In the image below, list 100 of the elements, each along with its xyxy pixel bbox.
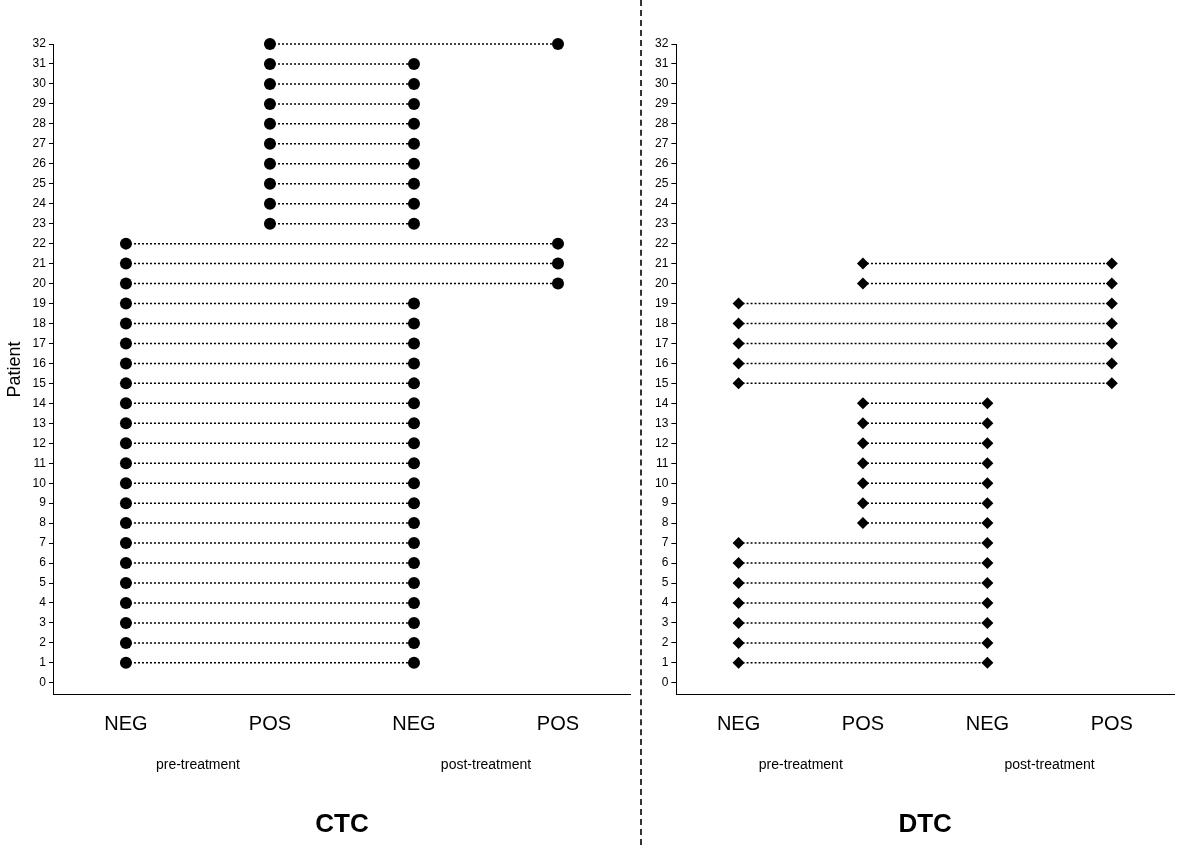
point [981,636,994,649]
y-tick-label: 29 [654,96,669,111]
point [407,297,420,310]
point [1105,317,1118,330]
x-tick-label: POS [248,712,292,735]
point [981,656,994,669]
point [263,197,276,210]
y-tick-label: 19 [32,295,47,310]
y-tick-label: 9 [661,495,669,510]
point [407,97,420,110]
point [119,377,132,390]
point [981,517,994,530]
point [119,237,132,250]
point [1105,377,1118,390]
y-tick-label: 27 [654,136,669,151]
y-tick-label: 18 [32,315,47,330]
point [407,397,420,410]
y-tick-label: 26 [654,156,669,171]
y-tick-label: 27 [32,136,47,151]
y-tick-label: 15 [654,375,669,390]
y-tick-label: 32 [654,36,669,51]
point [981,437,994,450]
y-tick-label: 16 [654,355,669,370]
point [119,297,132,310]
point [856,477,869,490]
point [263,77,276,90]
point [263,217,276,230]
y-tick-label: 20 [32,275,47,290]
point [119,417,132,430]
y-tick-label: 28 [32,116,47,131]
point [407,317,420,330]
y-tick-label: 5 [661,575,669,590]
y-tick-label: 29 [32,96,47,111]
point [119,357,132,370]
point [1105,257,1118,270]
y-tick-label: 30 [654,76,669,91]
point [263,137,276,150]
point [1105,357,1118,370]
point [119,616,132,629]
point [119,636,132,649]
y-tick-label: 15 [32,375,47,390]
point [119,457,132,470]
y-tick-label: 12 [32,435,47,450]
point [732,577,745,590]
x-axis-title: DTC [898,807,953,838]
point [407,557,420,570]
point [407,596,420,609]
point [119,337,132,350]
point [981,497,994,510]
point [263,117,276,130]
y-tick-label: 14 [654,395,669,410]
y-tick-label: 23 [32,215,47,230]
y-tick-label: 2 [661,635,669,650]
y-tick-label: 1 [661,655,669,670]
point [407,77,420,90]
y-tick-label: 22 [32,235,47,250]
point [732,596,745,609]
point [407,457,420,470]
point [732,636,745,649]
y-tick-label: 26 [32,156,47,171]
point [732,656,745,669]
x-axis-title: CTC [315,807,369,838]
x-tick-label: NEG [965,712,1010,735]
point [407,636,420,649]
y-tick-label: 24 [32,196,47,211]
point [856,277,869,290]
point [407,177,420,190]
point [407,337,420,350]
y-tick-label: 31 [654,56,669,71]
point [407,537,420,550]
point [407,417,420,430]
text: post-treatment [1004,755,1095,772]
y-tick-label: 31 [32,56,47,71]
point [119,537,132,550]
y-tick-label: 23 [654,215,669,230]
y-tick-label: 0 [39,675,47,690]
point [407,437,420,450]
point [732,537,745,550]
y-tick-label: 4 [39,595,47,610]
point [981,577,994,590]
y-tick-label: 8 [661,515,669,530]
x-tick-label: NEG [104,712,148,735]
y-tick-label: 17 [32,335,47,350]
y-tick-label: 9 [39,495,47,510]
point [732,337,745,350]
point [263,97,276,110]
point [119,437,132,450]
point [119,577,132,590]
y-tick-label: 4 [661,595,669,610]
y-tick-label: 12 [654,435,669,450]
y-tick-label: 18 [654,315,669,330]
y-tick-label: 21 [654,255,669,270]
point [119,257,132,270]
point [551,237,564,250]
y-tick-label: 16 [32,355,47,370]
y-tick-label: 3 [661,615,669,630]
point [263,57,276,70]
point [407,357,420,370]
y-tick-label: 2 [39,635,47,650]
point [407,117,420,130]
